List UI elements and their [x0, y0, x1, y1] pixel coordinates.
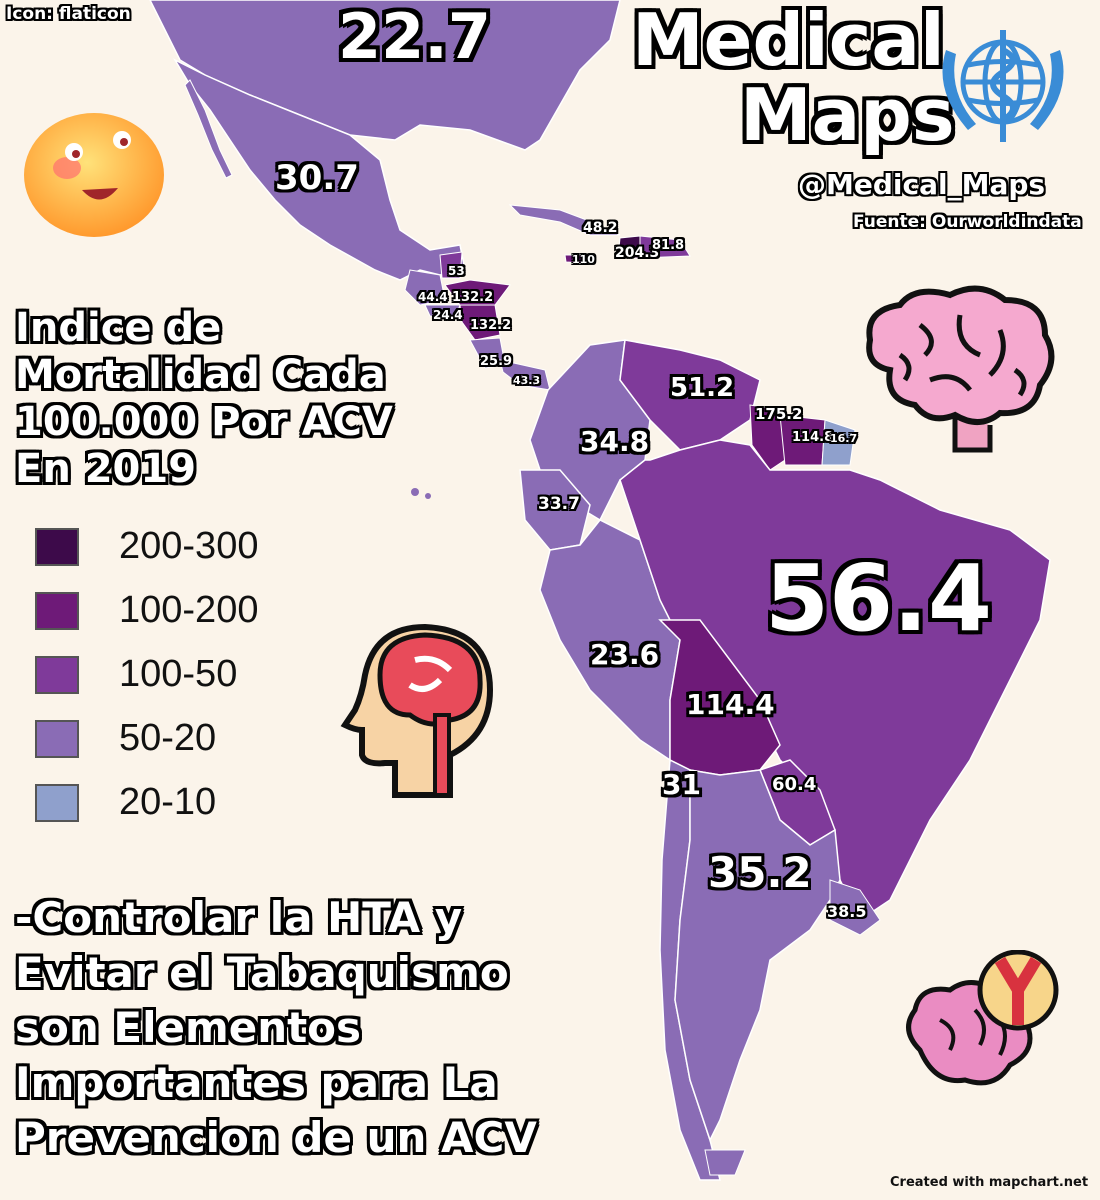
value-ecuador: 33.7 [538, 494, 580, 514]
value-dominican: 81.8 [652, 238, 685, 253]
value-jamaica: 110 [572, 253, 595, 266]
brain-artery-icon [906, 950, 1059, 1086]
region-tierra-del-fuego [704, 1149, 746, 1176]
value-brazil: 56.4 [765, 545, 992, 652]
value-guatemala: 44.4 [418, 290, 448, 304]
who-emblem-icon [942, 30, 1064, 142]
value-mexico: 30.7 [275, 158, 359, 198]
smiley-face-icon [24, 113, 164, 237]
handle: @Medical_Maps [798, 168, 1046, 201]
value-belize: 53 [448, 264, 465, 278]
legend-item: 100-200 [35, 589, 258, 632]
value-honduras: 132.2 [452, 290, 494, 305]
legend-item: 200-300 [35, 525, 258, 568]
title-line2: Maps [740, 73, 955, 157]
region-guatemala [404, 269, 446, 306]
head-brain-icon [340, 623, 494, 798]
region-honduras [444, 279, 511, 306]
value-el-salvador: 24.4 [433, 308, 463, 322]
value-usa: 22.7 [338, 0, 491, 73]
legend-swatch [35, 719, 79, 758]
value-suriname: 114.8 [792, 430, 834, 445]
legend-item: 100-50 [35, 653, 237, 696]
region-jamaica [564, 254, 591, 264]
prevention-message: -Controlar la HTA y Evitar el Tabaquismo… [15, 893, 537, 1162]
title-line1: Medical [632, 0, 945, 82]
legend-swatch [35, 655, 79, 694]
value-uruguay: 38.5 [827, 902, 867, 921]
legend-swatch [35, 591, 79, 630]
value-chile: 31 [662, 768, 701, 801]
legend-item: 20-10 [35, 781, 216, 824]
value-haiti: 204.3 [615, 245, 660, 261]
value-nicaragua: 132.2 [470, 318, 512, 333]
icon-credit: Icon: flaticon [6, 4, 131, 24]
source: Fuente: Ourworldindata [853, 212, 1082, 232]
region-guyana [749, 404, 786, 471]
region-venezuela [619, 339, 761, 451]
region-baja [184, 79, 233, 179]
value-peru: 23.6 [590, 638, 660, 671]
value-cuba: 48.2 [583, 220, 618, 236]
region-belize [439, 251, 463, 279]
region-panama [499, 359, 551, 391]
region-french-guiana [821, 419, 856, 466]
region-el-salvador [424, 304, 461, 319]
legend-swatch [35, 527, 79, 566]
brain-icon [866, 285, 1055, 453]
value-argentina: 35.2 [708, 848, 812, 897]
region-galapagos [411, 488, 419, 496]
region-argentina [674, 769, 841, 1142]
legend-item: 50-20 [35, 717, 216, 760]
value-paraguay: 60.4 [772, 774, 817, 795]
value-french-guiana: 16.7 [830, 432, 858, 445]
value-colombia: 34.8 [580, 425, 650, 458]
value-guyana: 175.2 [755, 405, 803, 423]
region-nicaragua [459, 304, 501, 341]
region-uruguay [829, 879, 881, 936]
value-venezuela: 51.2 [670, 373, 735, 403]
legend-title: Indice de Mortalidad Cada 100.000 Por AC… [15, 305, 393, 492]
region-dominican [639, 235, 691, 259]
value-panama: 43.3 [513, 374, 541, 387]
value-bolivia: 114.4 [686, 688, 775, 721]
legend-swatch [35, 783, 79, 822]
made-with: Created with mapchart.net [890, 1175, 1089, 1190]
region-cuba [508, 204, 621, 236]
value-costa-rica: 25.9 [480, 354, 513, 369]
